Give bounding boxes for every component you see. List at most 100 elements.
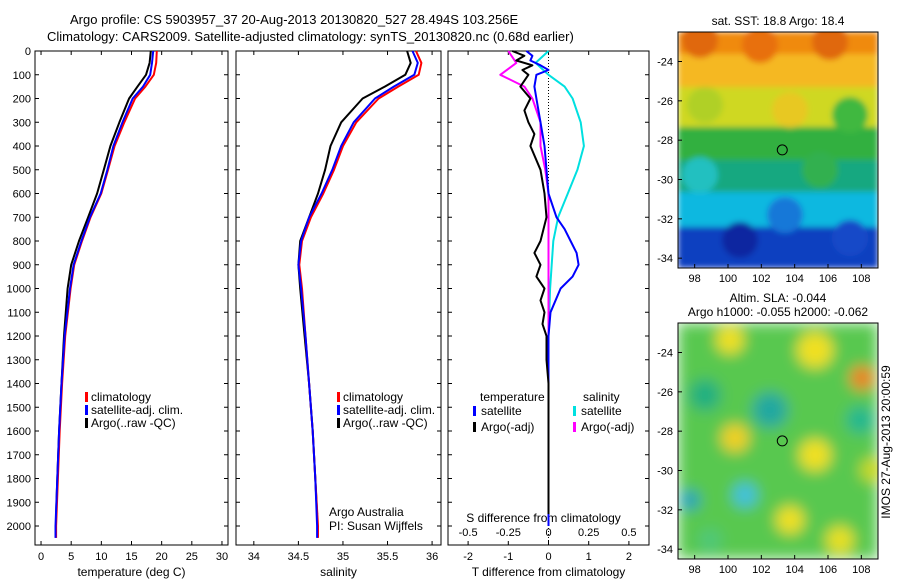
temperature-panel: 0100200300400500600700800900100011001200… xyxy=(7,46,229,579)
x-tick-label: -2 xyxy=(463,551,473,563)
sst-blob xyxy=(767,197,803,233)
sla-blob xyxy=(716,326,744,354)
y-tick-label: 100 xyxy=(13,70,31,82)
map-y-tick-label: -26 xyxy=(657,387,673,399)
legend-label: satellite xyxy=(581,404,622,418)
sst-field xyxy=(678,32,878,268)
x-tick-label: 35 xyxy=(337,551,349,563)
top-x-tick-label: 0.5 xyxy=(621,527,636,539)
y-tick-label: 600 xyxy=(13,189,31,201)
float-position-marker xyxy=(776,435,788,447)
sla-blob xyxy=(799,439,831,471)
x-tick-label: 0 xyxy=(545,551,551,563)
y-tick-label: 900 xyxy=(13,260,31,272)
top-x-axis-label: S difference from climatology xyxy=(466,511,621,525)
x-axis-label: salinity xyxy=(320,565,357,579)
map-y-tick-label: -30 xyxy=(657,175,673,187)
sla-map-subtitle: Argo h1000: -0.055 h2000: -0.062 xyxy=(688,305,868,319)
map-y-tick-label: -34 xyxy=(657,253,673,265)
sst-blob xyxy=(682,157,718,193)
x-tick-label: 34.5 xyxy=(288,551,309,563)
legend-label: Argo(-adj) xyxy=(481,420,534,434)
map-x-tick-label: 98 xyxy=(689,564,701,576)
salinity-panel: 34 34.5 35 35.5 36 salinity climatologysatelli… xyxy=(235,50,442,579)
map-y-tick-label: -30 xyxy=(657,466,673,478)
x-tick-label: 2 xyxy=(626,551,632,563)
y-tick-label: 500 xyxy=(13,165,31,177)
annotation-line-1: Argo Australia xyxy=(329,505,404,519)
x-tick-label: 20 xyxy=(156,551,168,563)
map-y-tick-label: -28 xyxy=(657,135,673,147)
sla-map-title: Altim. SLA: -0.044 xyxy=(730,291,827,305)
map-x-tick-label: 102 xyxy=(752,273,770,285)
legend-title-salinity: salinity xyxy=(583,390,620,404)
imos-timestamp: IMOS 27-Aug-2013 20:00:59 xyxy=(879,365,893,519)
sst-blob xyxy=(772,92,808,128)
legend-label: Argo(..raw -QC) xyxy=(343,416,428,430)
y-tick-label: 800 xyxy=(13,236,31,248)
legend-swatch xyxy=(573,406,576,416)
sst-blob xyxy=(742,32,778,63)
y-tick-label: 1100 xyxy=(7,307,31,319)
sst-band xyxy=(678,127,878,160)
sla-blob xyxy=(776,506,804,534)
plot-frame xyxy=(34,50,229,546)
legend-label: Argo(..raw -QC) xyxy=(91,416,176,430)
map-x-tick-label: 108 xyxy=(852,564,870,576)
series-line-2 xyxy=(297,50,419,538)
y-tick-label: 200 xyxy=(13,94,31,106)
sst-blob xyxy=(722,222,758,258)
y-tick-label: 1200 xyxy=(7,331,31,343)
map-y-tick-label: -24 xyxy=(657,57,673,69)
legend-label: climatology xyxy=(343,390,403,404)
legend-label: satellite-adj. clim. xyxy=(91,403,183,417)
series-line-2 xyxy=(54,50,155,538)
profile-title: Argo profile: CS 5903957_37 20-Aug-2013 … xyxy=(70,12,518,27)
map-y-tick-label: -34 xyxy=(657,544,673,556)
x-tick-label: 15 xyxy=(125,551,137,563)
top-x-tick-label: -0.25 xyxy=(496,527,521,539)
x-tick-label: -1 xyxy=(503,551,513,563)
legend-swatch xyxy=(473,422,476,432)
legend-swatch xyxy=(337,392,340,402)
plot-frame xyxy=(235,50,442,546)
sla-map-panel: Altim. SLA: -0.044 Argo h1000: -0.055 h2… xyxy=(657,291,893,576)
x-tick-label: 25 xyxy=(186,551,198,563)
sst-blob xyxy=(682,32,718,58)
top-x-tick-label: 0 xyxy=(545,527,551,539)
map-x-tick-label: 102 xyxy=(752,564,770,576)
legend-swatch xyxy=(85,418,88,428)
sla-blob xyxy=(846,406,874,434)
sst-blob xyxy=(802,152,838,188)
map-x-tick-label: 104 xyxy=(785,564,803,576)
y-tick-label: 400 xyxy=(13,141,31,153)
y-tick-label: 2000 xyxy=(7,521,31,533)
sla-blob xyxy=(860,458,878,482)
map-x-tick-label: 106 xyxy=(819,273,837,285)
y-tick-label: 300 xyxy=(13,117,31,129)
legend-swatch xyxy=(85,392,88,402)
legend-swatch xyxy=(337,405,340,415)
sst-blob xyxy=(687,87,723,123)
map-y-tick-label: -26 xyxy=(657,96,673,108)
y-tick-label: 1800 xyxy=(7,474,31,486)
series-line-1 xyxy=(525,50,580,526)
sst-blob xyxy=(832,220,868,256)
map-y-tick-label: -32 xyxy=(657,505,673,517)
sst-map-panel: sat. SST: 18.8 Argo: 18.4 98 100 102 104 106… xyxy=(657,14,879,285)
y-tick-label: 1000 xyxy=(7,284,31,296)
sla-field xyxy=(678,323,878,559)
x-tick-label: 34 xyxy=(248,551,260,563)
x-tick-label: 36 xyxy=(426,551,438,563)
legend-label: climatology xyxy=(91,390,151,404)
series-line-2 xyxy=(511,50,550,515)
x-axis-label: temperature (deg C) xyxy=(77,565,185,579)
sla-blob xyxy=(698,528,722,552)
legend-label: Argo(-adj) xyxy=(581,420,634,434)
x-axis-label: T difference from climatology xyxy=(472,565,626,579)
sla-blob xyxy=(850,366,874,390)
float-position-marker xyxy=(776,144,788,156)
difference-panel: -2 -1 0 1 2T difference from climatology -0.5… xyxy=(447,50,650,579)
legend-swatch xyxy=(337,418,340,428)
map-x-tick-label: 108 xyxy=(852,273,870,285)
